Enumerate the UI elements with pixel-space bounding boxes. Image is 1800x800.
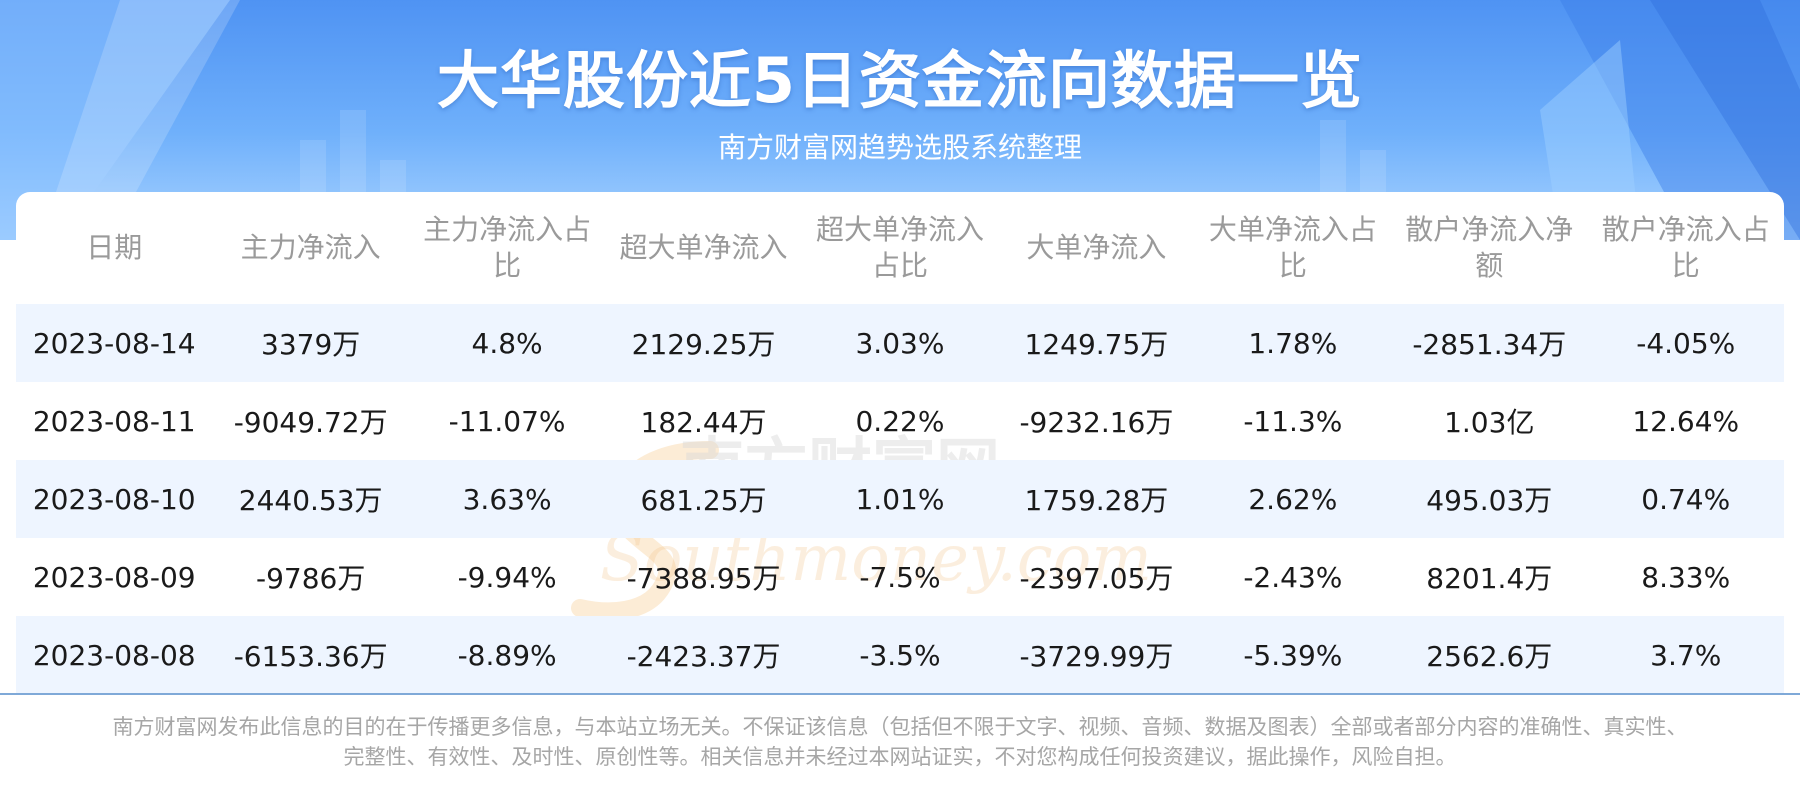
cell-retail-ratio: 0.74% (1587, 460, 1784, 538)
table-row: 2023-08-11 -9049.72万 -11.07% 182.44万 0.2… (16, 382, 1784, 460)
disclaimer-line-2: 完整性、有效性、及时性、原创性等。相关信息并未经过本网站证实，不对您构成任何投资… (343, 745, 1457, 769)
cell-large-ratio: -5.39% (1194, 616, 1392, 694)
cell-large-ratio: 2.62% (1194, 460, 1392, 538)
cell-xl-inflow: 681.25万 (605, 460, 802, 538)
col-header-large-inflow: 大单净流入 (1026, 231, 1167, 264)
cell-date: 2023-08-09 (32, 560, 196, 594)
cell-retail-inflow: -2851.34万 (1391, 304, 1588, 382)
table-row: 2023-08-14 3379万 4.8% 2129.25万 3.03% 124… (16, 304, 1784, 382)
cell-main-ratio: -8.89% (408, 616, 606, 694)
cell-xl-ratio: 0.22% (855, 404, 945, 438)
cell-retail-inflow: 1.03亿 (1444, 406, 1535, 439)
fund-flow-table: 日期 主力净流入 主力净流入占比 超大单净流入 超大单净流入占比 大单净流入 大… (16, 192, 1784, 694)
cell-main-inflow: 3379万 (212, 304, 409, 382)
cell-date: 2023-08-08 (16, 616, 213, 694)
cell-xl-inflow: -7388.95万 (626, 562, 781, 595)
page-subtitle: 南方财富网趋势选股系统整理 (717, 131, 1082, 164)
cell-main-inflow: 2440.53万 (212, 460, 409, 538)
cell-large-ratio: 1.78% (1194, 304, 1392, 382)
table-header-row: 日期 主力净流入 主力净流入占比 超大单净流入 超大单净流入占比 大单净流入 大… (16, 192, 1784, 304)
cell-retail-ratio: -4.05% (1587, 304, 1784, 382)
disclaimer: 南方财富网发布此信息的目的在于传播更多信息，与本站立场无关。不保证该信息（包括但… (60, 712, 1740, 772)
cell-large-inflow: 1249.75万 (998, 304, 1195, 382)
cell-main-ratio: -9.94% (457, 560, 557, 594)
col-header-xl-ratio: 超大单净流入占比 (815, 213, 984, 282)
col-header-xl-inflow: 超大单净流入 (619, 231, 788, 264)
cell-retail-inflow: 2562.6万 (1391, 616, 1588, 694)
cell-date: 2023-08-14 (16, 304, 213, 382)
cell-main-ratio: -11.07% (448, 404, 566, 438)
cell-large-inflow: 1759.28万 (998, 460, 1195, 538)
col-header-main-ratio: 主力净流入占比 (423, 213, 592, 282)
col-header-retail-inflow: 散户净流入净额 (1405, 213, 1574, 282)
cell-main-ratio: 4.8% (408, 304, 606, 382)
cell-retail-ratio: 12.64% (1632, 404, 1740, 438)
cell-retail-ratio: 3.7% (1587, 616, 1784, 694)
cell-retail-inflow: 8201.4万 (1426, 562, 1553, 595)
cell-retail-inflow: 495.03万 (1391, 460, 1588, 538)
cell-large-ratio: -2.43% (1243, 560, 1343, 594)
cell-main-inflow: -9049.72万 (233, 406, 388, 439)
cell-xl-inflow: -2423.37万 (605, 616, 802, 694)
cell-main-inflow: -6153.36万 (212, 616, 409, 694)
cell-xl-ratio: 1.01% (801, 460, 999, 538)
cell-xl-ratio: -3.5% (801, 616, 999, 694)
cell-xl-ratio: -7.5% (859, 560, 941, 594)
table-row: 2023-08-10 2440.53万 3.63% 681.25万 1.01% … (16, 460, 1784, 538)
col-header-main-inflow: 主力净流入 (240, 231, 381, 264)
cell-date: 2023-08-11 (32, 404, 196, 438)
cell-main-ratio: 3.63% (408, 460, 606, 538)
cell-date: 2023-08-10 (16, 460, 213, 538)
table-bottom-divider (0, 693, 1800, 695)
table-row: 2023-08-08 -6153.36万 -8.89% -2423.37万 -3… (16, 616, 1784, 694)
cell-xl-inflow: 182.44万 (640, 406, 767, 439)
page-title: 大华股份近5日资金流向数据一览 (436, 44, 1364, 117)
cell-main-inflow: -9786万 (255, 562, 366, 595)
col-header-retail-ratio: 散户净流入占比 (1601, 213, 1770, 282)
cell-large-inflow: -9232.16万 (1019, 406, 1174, 439)
cell-xl-inflow: 2129.25万 (605, 304, 802, 382)
col-header-large-ratio: 大单净流入占比 (1208, 213, 1377, 282)
table-row: 2023-08-09 -9786万 -9.94% -7388.95万 -7.5%… (16, 538, 1784, 616)
table-card (16, 192, 1784, 692)
cell-large-inflow: -3729.99万 (998, 616, 1195, 694)
cell-xl-ratio: 3.03% (801, 304, 999, 382)
cell-large-inflow: -2397.05万 (1019, 562, 1174, 595)
cell-large-ratio: -11.3% (1243, 404, 1343, 438)
col-header-date: 日期 (86, 231, 143, 264)
disclaimer-line-1: 南方财富网发布此信息的目的在于传播更多信息，与本站立场无关。不保证该信息（包括但… (112, 715, 1688, 739)
cell-retail-ratio: 8.33% (1641, 560, 1731, 594)
